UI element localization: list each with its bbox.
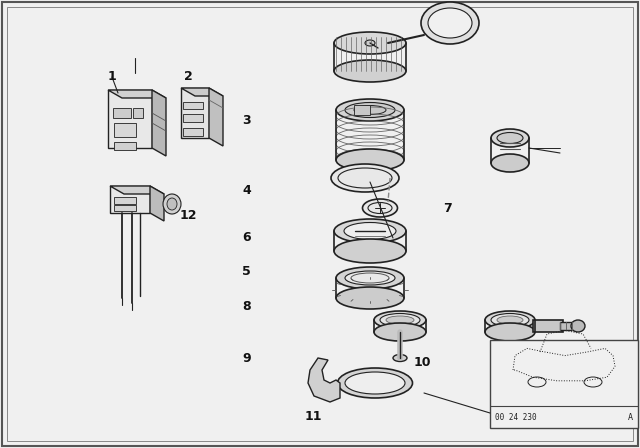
Bar — [490, 340, 638, 428]
Ellipse shape — [337, 368, 413, 398]
Text: A: A — [628, 413, 633, 422]
Ellipse shape — [331, 164, 399, 192]
Ellipse shape — [491, 314, 529, 327]
Ellipse shape — [386, 316, 414, 324]
Bar — [533, 320, 563, 332]
Polygon shape — [209, 88, 223, 146]
Bar — [114, 197, 136, 203]
Bar — [183, 128, 203, 136]
Ellipse shape — [365, 40, 375, 46]
Ellipse shape — [334, 32, 406, 54]
Text: 9: 9 — [242, 352, 251, 365]
Ellipse shape — [497, 133, 523, 143]
Polygon shape — [110, 186, 164, 194]
Bar — [183, 114, 203, 122]
Bar — [114, 123, 136, 137]
Bar — [354, 105, 370, 115]
Bar — [133, 108, 143, 118]
Ellipse shape — [421, 2, 479, 44]
Bar — [114, 142, 136, 150]
Text: 11: 11 — [305, 410, 323, 423]
Text: 10: 10 — [413, 356, 431, 370]
Ellipse shape — [336, 149, 404, 171]
Text: 5: 5 — [242, 264, 251, 278]
Ellipse shape — [336, 287, 404, 309]
Text: 6: 6 — [242, 231, 251, 244]
Ellipse shape — [491, 154, 529, 172]
Ellipse shape — [374, 323, 426, 341]
Ellipse shape — [491, 129, 529, 147]
Ellipse shape — [334, 219, 406, 243]
Polygon shape — [108, 90, 152, 148]
Ellipse shape — [334, 60, 406, 82]
Ellipse shape — [163, 194, 181, 214]
Text: 4: 4 — [242, 184, 251, 197]
Polygon shape — [181, 88, 209, 138]
Bar — [183, 102, 203, 108]
Ellipse shape — [497, 316, 523, 324]
Ellipse shape — [345, 103, 395, 117]
Polygon shape — [308, 358, 340, 402]
Text: 3: 3 — [242, 114, 251, 128]
Ellipse shape — [485, 323, 535, 341]
Ellipse shape — [167, 198, 177, 210]
Text: 2: 2 — [184, 69, 193, 83]
Ellipse shape — [344, 223, 396, 240]
Ellipse shape — [354, 105, 386, 115]
Ellipse shape — [345, 271, 395, 285]
Ellipse shape — [428, 8, 472, 38]
Ellipse shape — [336, 99, 404, 121]
Bar — [114, 205, 136, 211]
Ellipse shape — [380, 314, 420, 327]
Text: 1: 1 — [108, 69, 116, 83]
Text: 00 24 230: 00 24 230 — [495, 413, 536, 422]
Polygon shape — [181, 88, 223, 96]
Text: 8: 8 — [242, 300, 251, 314]
Ellipse shape — [571, 320, 585, 332]
Text: 12: 12 — [180, 208, 198, 222]
Ellipse shape — [485, 311, 535, 329]
Ellipse shape — [345, 372, 405, 394]
Bar — [113, 108, 131, 118]
Polygon shape — [108, 90, 166, 98]
Polygon shape — [110, 186, 150, 213]
Ellipse shape — [336, 267, 404, 289]
Ellipse shape — [334, 239, 406, 263]
Ellipse shape — [374, 311, 426, 329]
Polygon shape — [152, 90, 166, 156]
Text: 7: 7 — [444, 202, 452, 215]
Bar — [560, 322, 576, 330]
Ellipse shape — [393, 354, 407, 362]
Polygon shape — [150, 186, 164, 221]
Ellipse shape — [362, 199, 397, 217]
